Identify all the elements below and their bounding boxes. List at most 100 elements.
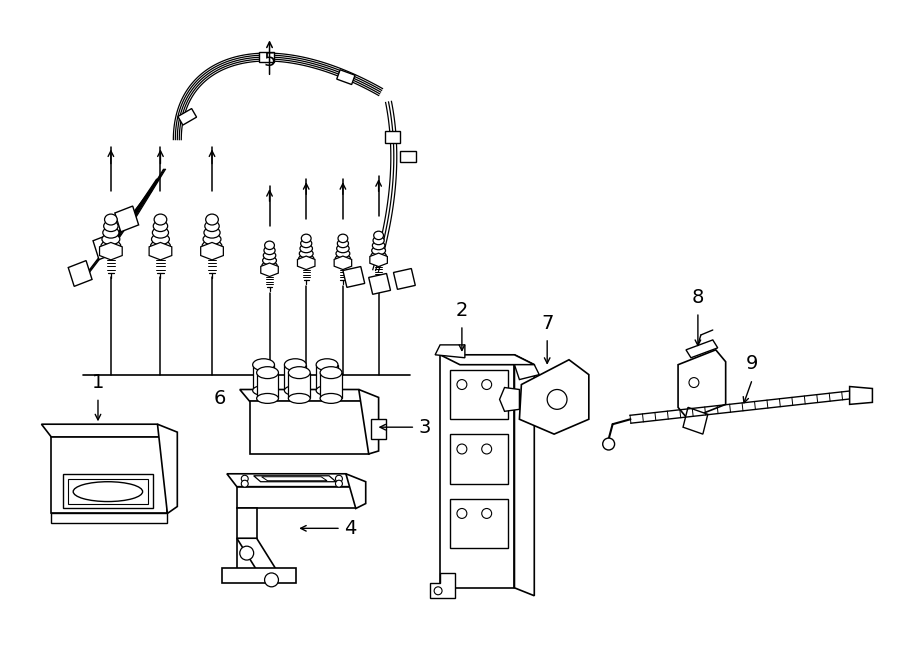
Polygon shape <box>359 389 379 454</box>
Polygon shape <box>256 373 278 399</box>
Ellipse shape <box>204 227 220 238</box>
Polygon shape <box>369 274 391 294</box>
Ellipse shape <box>153 221 167 231</box>
Circle shape <box>241 481 248 487</box>
Polygon shape <box>346 474 365 508</box>
Ellipse shape <box>256 393 278 403</box>
Polygon shape <box>371 419 385 439</box>
Polygon shape <box>337 70 355 85</box>
Ellipse shape <box>337 245 349 253</box>
Polygon shape <box>284 365 306 391</box>
Polygon shape <box>343 266 364 288</box>
Polygon shape <box>68 479 148 504</box>
Polygon shape <box>288 373 310 399</box>
Polygon shape <box>63 474 152 508</box>
Polygon shape <box>686 340 717 358</box>
Polygon shape <box>316 365 338 391</box>
Polygon shape <box>450 434 508 484</box>
Polygon shape <box>253 365 274 391</box>
Polygon shape <box>261 263 278 276</box>
Ellipse shape <box>373 241 385 250</box>
Polygon shape <box>158 424 177 514</box>
Circle shape <box>265 573 278 587</box>
Ellipse shape <box>102 234 120 245</box>
Polygon shape <box>435 345 465 358</box>
Circle shape <box>482 444 491 454</box>
Polygon shape <box>237 538 282 578</box>
Ellipse shape <box>104 214 117 225</box>
Polygon shape <box>850 387 872 405</box>
Polygon shape <box>100 243 122 260</box>
Polygon shape <box>149 243 172 260</box>
Polygon shape <box>68 260 92 286</box>
Polygon shape <box>440 355 515 588</box>
Circle shape <box>457 444 467 454</box>
Ellipse shape <box>262 261 277 270</box>
Ellipse shape <box>302 234 311 243</box>
Ellipse shape <box>371 251 386 260</box>
Ellipse shape <box>253 359 274 371</box>
Polygon shape <box>178 108 196 125</box>
Ellipse shape <box>316 385 338 395</box>
Polygon shape <box>93 234 117 260</box>
Ellipse shape <box>265 241 274 250</box>
Polygon shape <box>249 401 369 454</box>
Polygon shape <box>370 253 387 266</box>
Polygon shape <box>262 477 327 481</box>
Ellipse shape <box>154 214 166 225</box>
Ellipse shape <box>336 249 350 258</box>
Ellipse shape <box>373 236 384 245</box>
Polygon shape <box>334 256 352 270</box>
Polygon shape <box>115 206 139 232</box>
Text: 2: 2 <box>455 301 468 320</box>
Ellipse shape <box>103 227 119 238</box>
Ellipse shape <box>316 359 338 371</box>
Polygon shape <box>51 437 167 514</box>
Ellipse shape <box>104 221 118 231</box>
Ellipse shape <box>320 393 342 403</box>
Text: 8: 8 <box>692 288 704 307</box>
Circle shape <box>336 481 342 487</box>
Ellipse shape <box>202 240 221 251</box>
Polygon shape <box>51 514 167 524</box>
Polygon shape <box>440 355 535 365</box>
Ellipse shape <box>73 482 142 502</box>
Ellipse shape <box>300 245 312 253</box>
Polygon shape <box>393 268 415 290</box>
Polygon shape <box>239 389 369 401</box>
Circle shape <box>457 379 467 389</box>
Ellipse shape <box>299 254 314 263</box>
Ellipse shape <box>152 227 168 238</box>
Ellipse shape <box>320 367 342 379</box>
Ellipse shape <box>336 254 350 263</box>
Text: 7: 7 <box>541 314 554 333</box>
Polygon shape <box>254 476 336 482</box>
Circle shape <box>239 546 254 560</box>
Polygon shape <box>320 373 342 399</box>
Polygon shape <box>258 52 274 62</box>
Polygon shape <box>430 573 455 598</box>
Polygon shape <box>201 243 223 260</box>
Circle shape <box>434 587 442 595</box>
Ellipse shape <box>284 359 306 371</box>
Ellipse shape <box>101 240 121 251</box>
Text: 4: 4 <box>344 519 356 538</box>
Ellipse shape <box>338 239 348 248</box>
Polygon shape <box>515 365 539 379</box>
Polygon shape <box>237 508 256 573</box>
Ellipse shape <box>372 247 385 254</box>
Ellipse shape <box>264 251 275 260</box>
Ellipse shape <box>206 214 219 225</box>
Text: 3: 3 <box>418 418 430 437</box>
Polygon shape <box>519 360 589 434</box>
Circle shape <box>603 438 615 450</box>
Polygon shape <box>41 424 167 437</box>
Polygon shape <box>298 256 315 270</box>
Circle shape <box>689 377 699 387</box>
Ellipse shape <box>288 393 310 403</box>
Polygon shape <box>400 151 417 163</box>
Ellipse shape <box>264 246 275 254</box>
Polygon shape <box>678 350 725 419</box>
Circle shape <box>241 475 248 483</box>
Ellipse shape <box>288 367 310 379</box>
